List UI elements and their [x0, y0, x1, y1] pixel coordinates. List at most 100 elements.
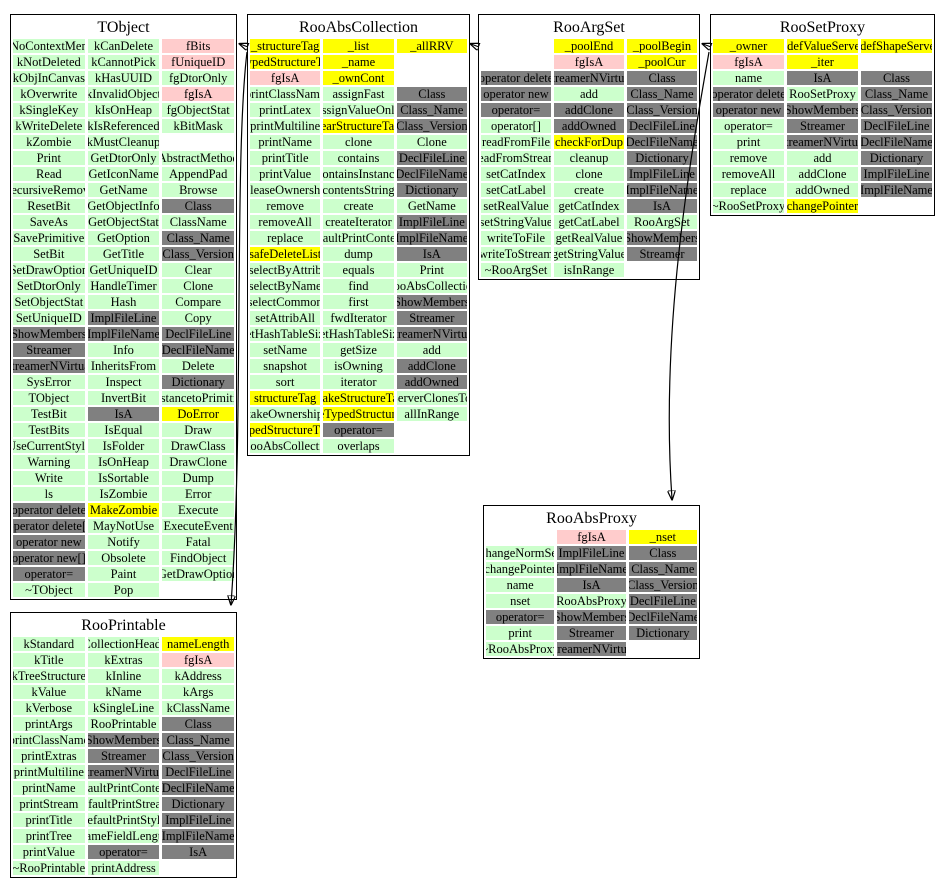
member-cell[interactable]: Print: [13, 151, 85, 165]
member-cell[interactable]: _typedStructureTag: [250, 55, 321, 69]
member-cell[interactable]: defaultPrintContents: [323, 231, 394, 245]
member-cell[interactable]: Dictionary: [627, 151, 697, 165]
member-cell[interactable]: print: [713, 135, 784, 149]
member-cell[interactable]: printExtras: [13, 749, 85, 763]
member-cell[interactable]: fgIsA: [554, 55, 624, 69]
member-cell[interactable]: operator=: [13, 567, 85, 581]
member-cell[interactable]: DeclFileLine: [396, 151, 467, 165]
member-cell[interactable]: ExecuteEvent: [162, 519, 235, 533]
member-cell[interactable]: contains: [323, 151, 394, 165]
member-cell[interactable]: makeTypedStructureTag: [323, 407, 394, 421]
member-cell[interactable]: RooSetProxy: [787, 87, 858, 101]
member-cell[interactable]: ImplFileLine: [627, 167, 697, 181]
member-cell[interactable]: nameFieldLength: [87, 829, 160, 843]
member-cell[interactable]: DrawClone: [162, 455, 235, 469]
member-cell[interactable]: Class_Name: [861, 87, 932, 101]
member-cell[interactable]: kSingleKey: [13, 103, 85, 117]
member-cell[interactable]: IsEqual: [87, 423, 160, 437]
member-cell[interactable]: containsInstance: [323, 167, 394, 181]
member-cell[interactable]: GetTitle: [87, 247, 160, 261]
member-cell[interactable]: kVerbose: [13, 701, 85, 715]
member-cell[interactable]: ls: [13, 487, 85, 501]
member-cell[interactable]: RooArgSet: [627, 215, 697, 229]
member-cell[interactable]: operator=: [486, 610, 555, 624]
member-cell[interactable]: MayNotUse: [87, 519, 160, 533]
member-cell[interactable]: Compare: [162, 295, 235, 309]
member-cell[interactable]: defaultPrintStyle: [87, 813, 160, 827]
member-cell[interactable]: kOverwrite: [13, 87, 85, 101]
member-cell[interactable]: nset: [486, 594, 555, 608]
member-cell[interactable]: changePointer: [486, 562, 555, 576]
member-cell[interactable]: InvertBit: [87, 391, 160, 405]
member-cell[interactable]: getStringValue: [554, 247, 624, 261]
member-cell[interactable]: Inspect: [87, 375, 160, 389]
member-cell[interactable]: readFromStream: [481, 151, 551, 165]
member-cell[interactable]: _ownCont: [323, 71, 394, 85]
member-cell[interactable]: TestBit: [13, 407, 85, 421]
member-cell[interactable]: printValue: [250, 167, 321, 181]
member-cell[interactable]: kHasUUID: [87, 71, 160, 85]
member-cell[interactable]: AppendPad: [162, 167, 235, 181]
member-cell[interactable]: assignValueOnly: [323, 103, 394, 117]
member-cell[interactable]: contentsString: [323, 183, 394, 197]
member-cell[interactable]: kObjInCanvas: [13, 71, 85, 85]
member-cell[interactable]: printTree: [13, 829, 85, 843]
member-cell[interactable]: print: [486, 626, 555, 640]
member-cell[interactable]: ~RooAbsProxy: [486, 642, 555, 656]
member-cell[interactable]: defaultPrintContents: [87, 781, 160, 795]
member-cell[interactable]: ImplFileName: [87, 327, 160, 341]
member-cell[interactable]: ImplFileName: [627, 183, 697, 197]
member-cell[interactable]: GetObjectInfo: [87, 199, 160, 213]
member-cell[interactable]: kWriteDelete: [13, 119, 85, 133]
member-cell[interactable]: Paint: [87, 567, 160, 581]
member-cell[interactable]: SetBit: [13, 247, 85, 261]
member-cell[interactable]: SysError: [13, 375, 85, 389]
member-cell[interactable]: writeToStream: [481, 247, 551, 261]
member-cell[interactable]: releaseOwnership: [250, 183, 321, 197]
member-cell[interactable]: GetUniqueID: [87, 263, 160, 277]
member-cell[interactable]: DeclFileName: [162, 343, 235, 357]
member-cell[interactable]: Draw: [162, 423, 235, 437]
member-cell[interactable]: operator[]: [481, 119, 551, 133]
member-cell[interactable]: SetDrawOption: [13, 263, 85, 277]
member-cell[interactable]: operator delete: [481, 71, 551, 85]
member-cell[interactable]: Info: [87, 343, 160, 357]
member-cell[interactable]: _poolBegin: [627, 39, 697, 53]
member-cell[interactable]: HandleTimer: [87, 279, 160, 293]
class-title[interactable]: RooSetProxy: [779, 19, 866, 36]
member-cell[interactable]: addClone: [554, 103, 624, 117]
member-cell[interactable]: fgIsA: [162, 87, 235, 101]
member-cell[interactable]: selectByAttrib: [250, 263, 321, 277]
member-cell[interactable]: clone: [554, 167, 624, 181]
class-title[interactable]: RooAbsCollection: [298, 19, 419, 36]
member-cell[interactable]: cleanup: [554, 151, 624, 165]
member-cell[interactable]: isOwning: [323, 359, 394, 373]
member-cell[interactable]: kCollectionHeader: [87, 637, 160, 651]
member-cell[interactable]: removeAll: [250, 215, 321, 229]
member-cell[interactable]: getCatIndex: [554, 199, 624, 213]
member-cell[interactable]: FindObject: [162, 551, 235, 565]
member-cell[interactable]: Dump: [162, 471, 235, 485]
member-cell[interactable]: remove: [713, 151, 784, 165]
member-cell[interactable]: StreamerNVirtual: [787, 135, 858, 149]
member-cell[interactable]: kIsOnHeap: [87, 103, 160, 117]
member-cell[interactable]: _owner: [713, 39, 784, 53]
member-cell[interactable]: operator=: [481, 103, 551, 117]
member-cell[interactable]: first: [323, 295, 394, 309]
member-cell[interactable]: name: [713, 71, 784, 85]
member-cell[interactable]: DistancetoPrimitive: [162, 391, 235, 405]
member-cell[interactable]: Class_Name: [628, 562, 697, 576]
member-cell[interactable]: defaultPrintStream: [87, 797, 160, 811]
member-cell[interactable]: setAttribAll: [250, 311, 321, 325]
member-cell[interactable]: UseCurrentStyle: [13, 439, 85, 453]
member-cell[interactable]: kExtras: [87, 653, 160, 667]
member-cell[interactable]: kBitMask: [162, 119, 235, 133]
member-cell[interactable]: kValue: [13, 685, 85, 699]
member-cell[interactable]: StreamerNVirtual: [557, 642, 626, 656]
member-cell[interactable]: kClassName: [162, 701, 235, 715]
member-cell[interactable]: kMustCleanup: [87, 135, 160, 149]
member-cell[interactable]: GetOption: [87, 231, 160, 245]
member-cell[interactable]: safeDeleteList: [250, 247, 321, 261]
member-cell[interactable]: SaveAs: [13, 215, 85, 229]
member-cell[interactable]: operator new: [481, 87, 551, 101]
